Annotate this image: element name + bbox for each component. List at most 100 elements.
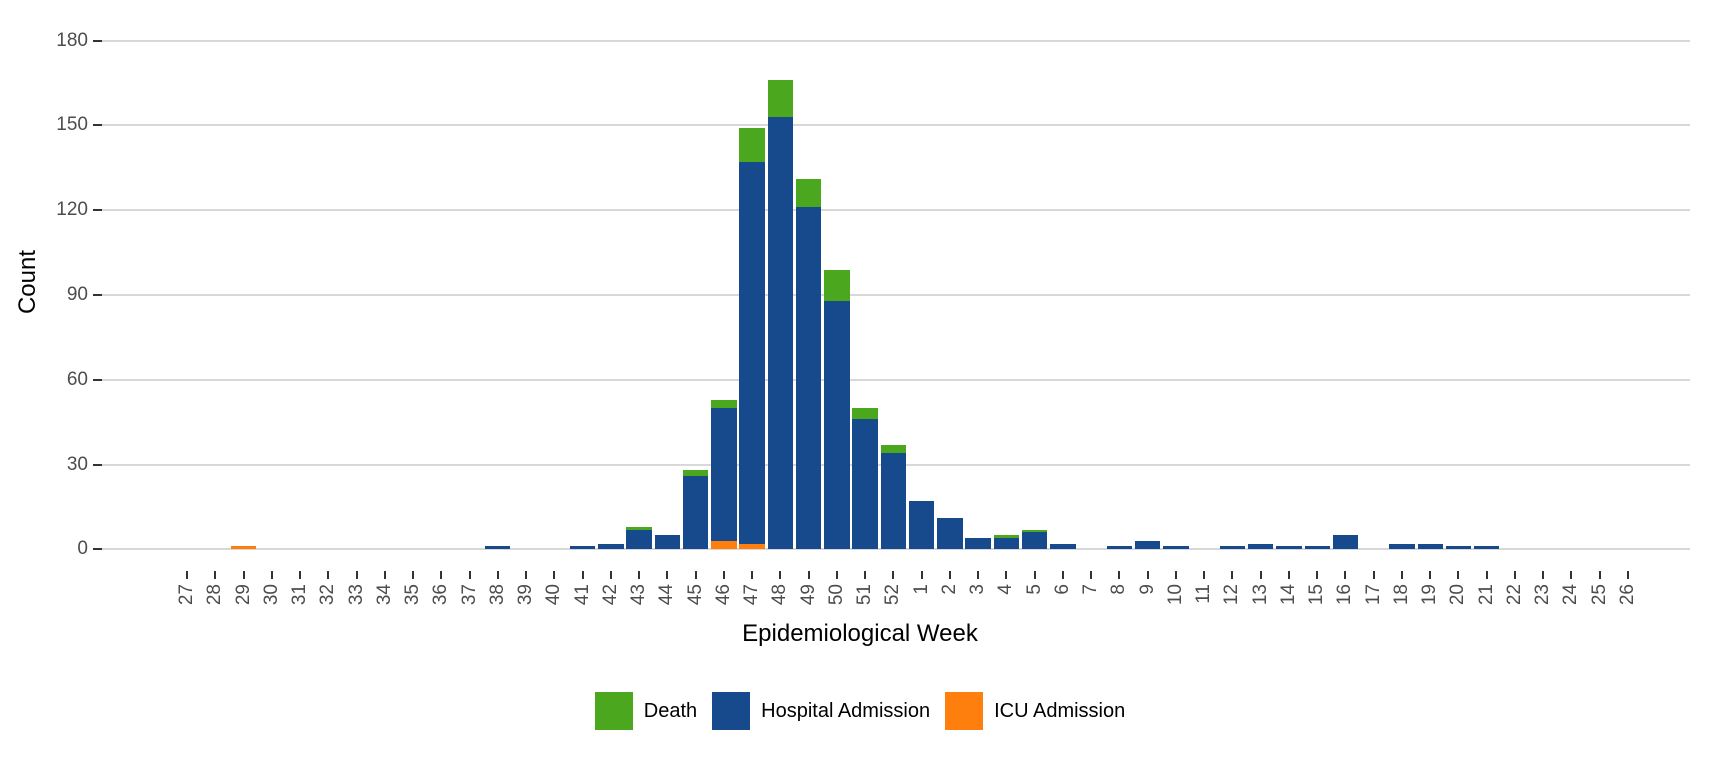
x-tick-40 [553, 571, 556, 579]
x-tick-17 [1372, 571, 1375, 579]
x-tick-49 [807, 571, 810, 579]
x-tick-42 [609, 571, 612, 579]
x-tick-4 [1005, 571, 1008, 579]
y-tick-label-120: 120 [56, 199, 88, 221]
x-tick-1 [920, 571, 923, 579]
bar-segment-hospital-admission [767, 116, 794, 550]
gridline-y-180 [102, 39, 1690, 42]
x-tick-39 [525, 571, 528, 579]
x-tick-label-36: 36 [430, 584, 452, 606]
legend-label-icu-admission: ICU Admission [994, 699, 1126, 722]
x-tick-21 [1485, 571, 1488, 579]
bar-segment-hospital-admission [1134, 540, 1161, 550]
bar-segment-hospital-admission [598, 543, 624, 550]
x-tick-label-2: 2 [938, 584, 960, 595]
bar-segment-hospital-admission [569, 546, 596, 550]
y-tick-30 [93, 463, 102, 466]
x-tick-label-49: 49 [797, 584, 819, 606]
x-tick-24 [1570, 571, 1573, 579]
gridline-y-60 [102, 378, 1690, 381]
bar-segment-icu-admission [739, 543, 765, 550]
bar-segment-death [682, 470, 709, 476]
x-tick-2 [948, 571, 951, 579]
x-tick-26 [1627, 571, 1629, 579]
x-tick-14 [1287, 571, 1290, 579]
y-tick-120 [93, 209, 102, 212]
x-tick-51 [864, 571, 867, 579]
x-tick-34 [383, 571, 386, 579]
x-tick-label-23: 23 [1532, 584, 1554, 606]
bar-segment-hospital-admission [937, 518, 963, 550]
x-tick-label-52: 52 [882, 584, 904, 606]
y-axis-title: Count [14, 249, 41, 315]
x-tick-36 [440, 571, 443, 579]
x-tick-label-24: 24 [1560, 584, 1582, 606]
bar-segment-death [852, 408, 878, 420]
bar-segment-death [711, 399, 737, 408]
x-tick-label-25: 25 [1588, 584, 1610, 606]
x-tick-13 [1259, 571, 1262, 579]
x-tick-label-32: 32 [317, 584, 339, 606]
y-tick-label-60: 60 [66, 368, 88, 390]
x-tick-22 [1513, 571, 1516, 579]
bar-segment-hospital-admission [1050, 543, 1076, 550]
bar-segment-death [795, 179, 822, 208]
x-tick-16 [1344, 571, 1347, 579]
x-tick-label-26: 26 [1617, 584, 1638, 606]
x-tick-label-46: 46 [712, 584, 734, 606]
x-tick-45 [694, 571, 697, 579]
x-tick-7 [1090, 571, 1093, 579]
x-tick-12 [1231, 571, 1234, 579]
bar-segment-icu-admission [230, 546, 257, 550]
bar-segment-hospital-admission [739, 162, 765, 544]
bar-segment-death [1021, 529, 1048, 533]
x-tick-48 [779, 571, 782, 579]
x-tick-8 [1118, 571, 1121, 579]
bar-segment-icu-admission [711, 540, 737, 550]
bar-segment-death [993, 535, 1020, 538]
bar-segment-hospital-admission [824, 300, 850, 550]
y-tick-label-0: 0 [77, 538, 88, 560]
x-tick-label-21: 21 [1475, 584, 1497, 606]
bar-segment-hospital-admission [1304, 546, 1330, 550]
bar-segment-hospital-admission [1474, 546, 1500, 550]
x-tick-25 [1598, 571, 1601, 579]
gridline-y-0 [102, 548, 1690, 551]
x-tick-label-37: 37 [458, 584, 480, 606]
x-tick-15 [1316, 571, 1319, 579]
x-tick-9 [1146, 571, 1149, 579]
x-tick-30 [270, 571, 273, 579]
y-tick-60 [93, 378, 102, 381]
x-tick-label-6: 6 [1051, 584, 1073, 595]
x-tick-label-12: 12 [1221, 584, 1243, 606]
x-tick-label-22: 22 [1503, 584, 1525, 606]
x-tick-46 [722, 571, 725, 579]
x-tick-label-50: 50 [825, 584, 847, 606]
x-tick-5 [1033, 571, 1036, 579]
x-tick-label-7: 7 [1080, 584, 1102, 595]
y-tick-label-180: 180 [56, 29, 88, 51]
bar-segment-hospital-admission [626, 529, 652, 550]
x-tick-label-16: 16 [1334, 584, 1356, 606]
x-tick-label-5: 5 [1023, 584, 1045, 595]
x-tick-label-45: 45 [684, 584, 706, 606]
x-tick-33 [355, 571, 358, 579]
legend-item-death: Death [594, 692, 697, 730]
legend: Death Hospital Admission ICU Admission [0, 692, 1720, 730]
legend-swatch-hospital-admission [712, 692, 751, 730]
x-tick-35 [412, 571, 415, 579]
bar-segment-death [824, 269, 850, 301]
x-tick-label-34: 34 [373, 584, 395, 606]
x-tick-label-29: 29 [232, 584, 254, 606]
bar-segment-hospital-admission [852, 419, 878, 550]
x-tick-19 [1429, 571, 1432, 579]
x-tick-32 [327, 571, 330, 579]
x-tick-label-1: 1 [910, 584, 932, 595]
x-tick-31 [299, 571, 302, 579]
x-tick-47 [751, 571, 754, 579]
x-tick-6 [1061, 571, 1064, 579]
x-tick-27 [186, 571, 188, 579]
x-tick-label-38: 38 [486, 584, 508, 606]
